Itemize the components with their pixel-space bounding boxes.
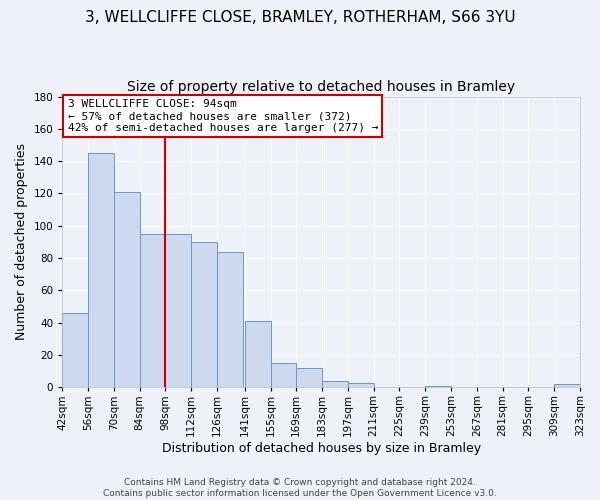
Y-axis label: Number of detached properties: Number of detached properties — [15, 144, 28, 340]
Bar — [88, 153, 114, 388]
Bar — [271, 363, 296, 388]
Bar — [322, 381, 348, 388]
Bar — [62, 313, 88, 388]
Bar — [554, 384, 580, 388]
Text: 3, WELLCLIFFE CLOSE, BRAMLEY, ROTHERHAM, S66 3YU: 3, WELLCLIFFE CLOSE, BRAMLEY, ROTHERHAM,… — [85, 10, 515, 25]
Bar — [425, 386, 451, 388]
Bar — [296, 368, 322, 388]
X-axis label: Distribution of detached houses by size in Bramley: Distribution of detached houses by size … — [161, 442, 481, 455]
Text: 3 WELLCLIFFE CLOSE: 94sqm
← 57% of detached houses are smaller (372)
42% of semi: 3 WELLCLIFFE CLOSE: 94sqm ← 57% of detac… — [68, 100, 378, 132]
Bar — [217, 252, 243, 388]
Bar — [114, 192, 140, 388]
Text: Contains HM Land Registry data © Crown copyright and database right 2024.
Contai: Contains HM Land Registry data © Crown c… — [103, 478, 497, 498]
Bar — [245, 321, 271, 388]
Bar — [191, 242, 217, 388]
Bar — [166, 234, 191, 388]
Bar — [140, 234, 166, 388]
Title: Size of property relative to detached houses in Bramley: Size of property relative to detached ho… — [127, 80, 515, 94]
Bar — [348, 382, 374, 388]
